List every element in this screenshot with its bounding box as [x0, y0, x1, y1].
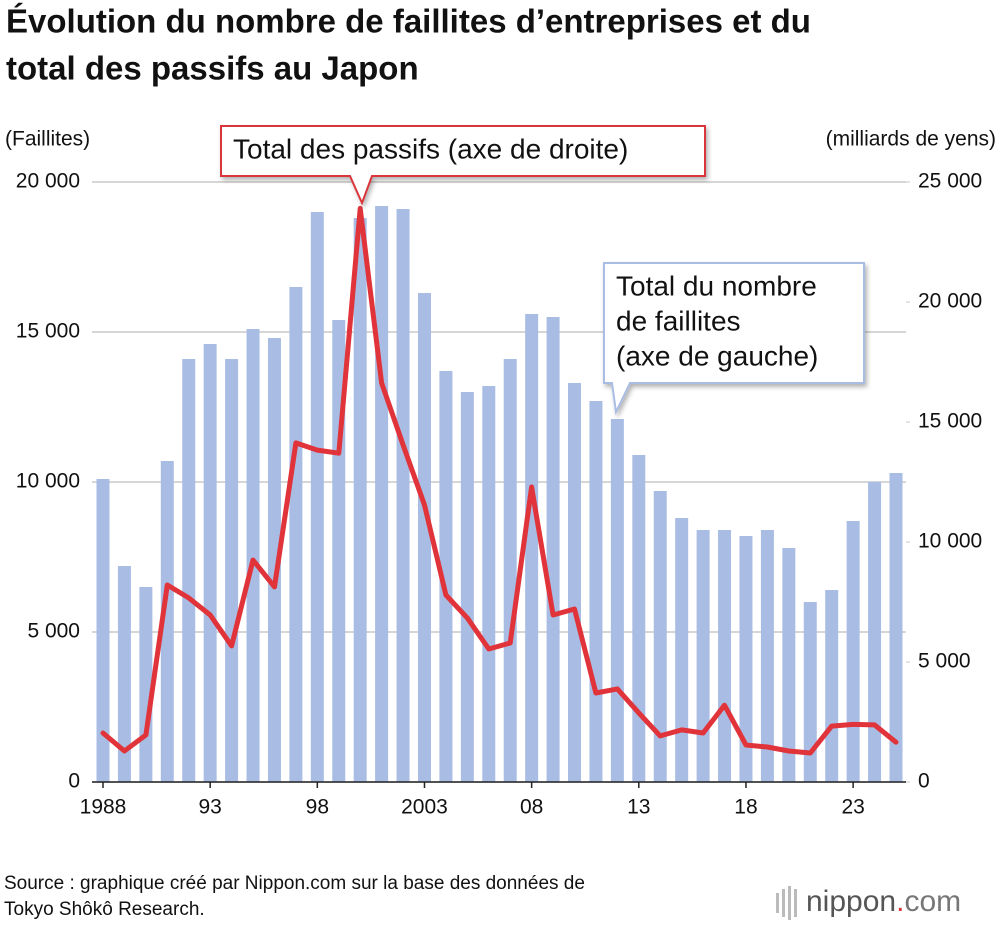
bar [160, 461, 174, 782]
y-axis-label: (Faillites) [5, 128, 90, 151]
callout-box [220, 125, 706, 206]
bar [632, 455, 646, 782]
bar [546, 317, 560, 782]
bar [589, 401, 603, 782]
bar [568, 383, 582, 782]
bar [482, 386, 496, 782]
bar [503, 359, 517, 782]
x-tick-label: 18 [734, 796, 757, 819]
logo: nippon.com [776, 885, 961, 920]
bar [825, 590, 839, 782]
x-tick-label: 2003 [401, 796, 448, 819]
logo-bar [794, 889, 797, 917]
logo-part: . [896, 885, 904, 918]
y-tick-label: 0 [68, 770, 80, 793]
bar [117, 566, 131, 782]
bar [375, 206, 389, 782]
y2-tick-label: 0 [918, 770, 930, 793]
y-tick-label: 20 000 [16, 170, 80, 193]
annotation: de faillites [616, 305, 741, 336]
bar [460, 392, 474, 782]
bar [525, 314, 539, 782]
bar [675, 518, 689, 782]
x-tick-label: 98 [306, 796, 329, 819]
bar [246, 329, 260, 782]
bar [203, 344, 217, 782]
bar [182, 359, 196, 782]
bar [868, 482, 882, 782]
logo-part: nippon [806, 885, 896, 918]
x-tick-label: 93 [198, 796, 221, 819]
chart-title: Évolution du nombre de faillites d’entre… [6, 3, 811, 40]
bar [696, 530, 710, 782]
line [100, 205, 899, 756]
logo-bar [788, 886, 791, 920]
logo-bar [782, 889, 785, 917]
chart-title: total des passifs au Japon [6, 50, 419, 87]
y2-tick-label: 25 000 [918, 170, 982, 193]
x-tick-label: 1988 [80, 796, 127, 819]
bar [782, 548, 796, 782]
callout-box [603, 262, 865, 416]
bar [139, 587, 153, 782]
annotation: (axe de gauche) [616, 340, 818, 371]
bar [718, 530, 732, 782]
bar [267, 338, 281, 782]
callout [220, 125, 706, 206]
bar [96, 479, 110, 782]
callout [603, 262, 865, 416]
logo-part: com [904, 885, 961, 918]
bar [889, 473, 903, 782]
bar [846, 521, 860, 782]
source: Source : graphique créé par Nippon.com s… [4, 873, 585, 894]
y2-axis-label: (milliards de yens) [826, 128, 996, 151]
bar [739, 536, 753, 782]
y-tick-label: 5 000 [27, 620, 80, 643]
y-tick-label: 10 000 [16, 470, 80, 493]
y-tick-label: 15 000 [16, 320, 80, 343]
bar [225, 359, 239, 782]
y2-tick-label: 5 000 [918, 650, 971, 673]
bar [310, 212, 324, 782]
plot: 0 5 000 10 000 15 000 20 000 0 5 000 10 000 15 0… [16, 125, 982, 819]
bar [610, 419, 624, 782]
bar [289, 287, 303, 782]
bar [803, 602, 817, 782]
annotation: Total des passifs (axe de droite) [233, 133, 628, 164]
x-tick-label: 23 [841, 796, 864, 819]
y2-tick-label: 15 000 [918, 410, 982, 433]
logo-bar [776, 893, 779, 913]
bar [417, 293, 431, 782]
x-tick-label: 08 [520, 796, 543, 819]
bar [760, 530, 774, 782]
y2-tick-label: 10 000 [918, 530, 982, 553]
x-tick-label: 13 [627, 796, 650, 819]
bar [439, 371, 453, 782]
logo-text: nippon.com [806, 885, 961, 918]
source: Tokyo Shôkô Research. [4, 899, 205, 920]
bar [396, 209, 410, 782]
bar [353, 218, 367, 782]
bar [653, 491, 667, 782]
y2-tick-label: 20 000 [918, 290, 982, 313]
annotation: Total du nombre [616, 270, 817, 301]
